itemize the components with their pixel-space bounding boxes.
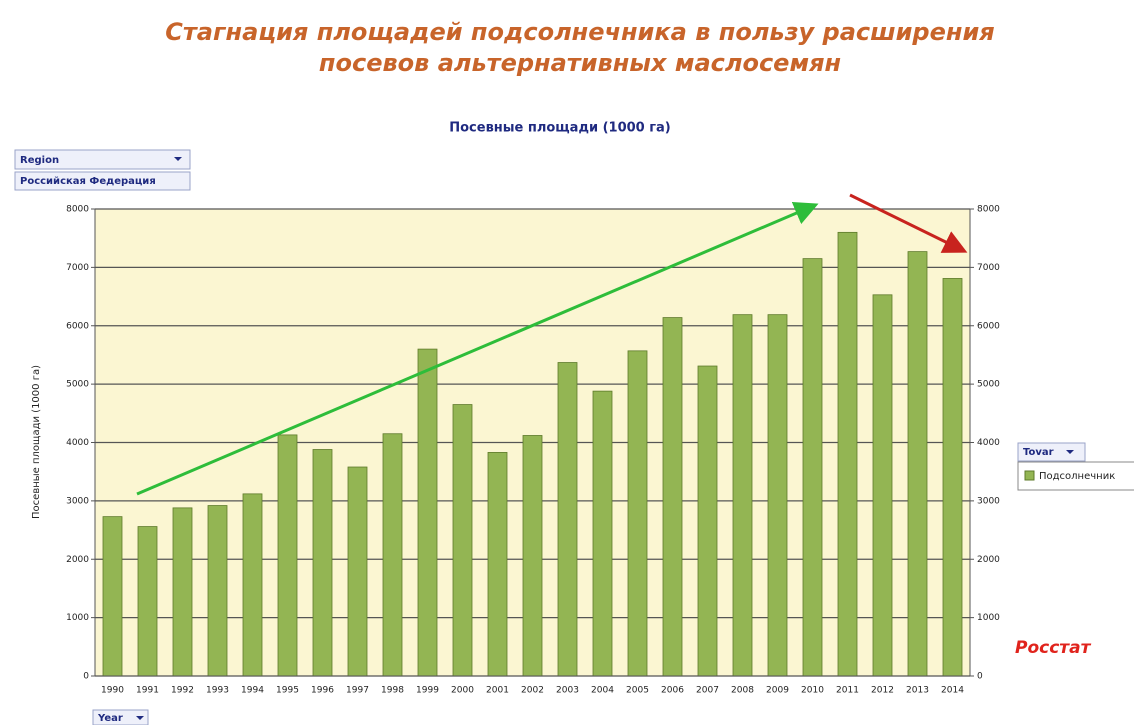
y2-tick-label: 3000 bbox=[977, 496, 1000, 506]
x-tick-label: 1997 bbox=[346, 686, 369, 696]
y2-tick-label: 1000 bbox=[977, 613, 1000, 623]
x-tick-label: 1994 bbox=[241, 686, 264, 696]
y-tick-label: 2000 bbox=[66, 555, 89, 565]
x-tick-label: 1990 bbox=[101, 686, 124, 696]
bar bbox=[873, 295, 892, 676]
y-axis-label: Посевные площади (1000 га) bbox=[31, 365, 42, 519]
filter-value: Российская Федерация bbox=[20, 176, 156, 187]
x-tick-label: 2006 bbox=[661, 686, 684, 696]
filter-label: Year bbox=[97, 713, 123, 724]
bar bbox=[138, 527, 157, 676]
bar bbox=[523, 435, 542, 676]
x-tick-label: 2001 bbox=[486, 686, 509, 696]
slide-title: Стагнация площадей подсолнечника в польз… bbox=[165, 18, 994, 46]
legend-swatch bbox=[1025, 471, 1034, 480]
legend-label: Подсолнечник bbox=[1039, 471, 1115, 482]
bar bbox=[313, 450, 332, 676]
bar bbox=[908, 252, 927, 676]
bar bbox=[173, 508, 192, 676]
y2-tick-label: 6000 bbox=[977, 321, 1000, 331]
bar bbox=[803, 259, 822, 676]
filter-label: Tovar bbox=[1023, 447, 1054, 458]
x-tick-label: 1992 bbox=[171, 686, 194, 696]
slide-title: посевов альтернативных маслосемян bbox=[319, 49, 841, 77]
x-tick-label: 2011 bbox=[836, 686, 859, 696]
y-tick-label: 5000 bbox=[66, 380, 89, 390]
bar bbox=[243, 494, 262, 676]
x-tick-label: 1996 bbox=[311, 686, 334, 696]
y2-tick-label: 4000 bbox=[977, 438, 1000, 448]
bar bbox=[418, 349, 437, 676]
bar bbox=[768, 315, 787, 676]
y2-tick-label: 0 bbox=[977, 672, 983, 682]
y-tick-label: 0 bbox=[83, 672, 89, 682]
x-tick-label: 1995 bbox=[276, 686, 299, 696]
bar bbox=[278, 435, 297, 676]
bar bbox=[208, 506, 227, 676]
bar bbox=[383, 434, 402, 676]
slide: Стагнация площадей подсолнечника в польз… bbox=[0, 0, 1134, 725]
x-tick-label: 2010 bbox=[801, 686, 824, 696]
x-tick-label: 2003 bbox=[556, 686, 579, 696]
y-tick-label: 7000 bbox=[66, 263, 89, 273]
x-tick-label: 2008 bbox=[731, 686, 754, 696]
bar bbox=[943, 278, 962, 676]
x-tick-label: 1998 bbox=[381, 686, 404, 696]
x-tick-label: 2007 bbox=[696, 686, 719, 696]
x-tick-label: 2012 bbox=[871, 686, 894, 696]
x-tick-label: 2005 bbox=[626, 686, 649, 696]
bar bbox=[733, 315, 752, 676]
y2-tick-label: 2000 bbox=[977, 555, 1000, 565]
bar bbox=[348, 467, 367, 676]
bar bbox=[698, 366, 717, 676]
y-tick-label: 3000 bbox=[66, 496, 89, 506]
x-tick-label: 1991 bbox=[136, 686, 159, 696]
bar bbox=[558, 363, 577, 676]
bar bbox=[103, 517, 122, 676]
bar bbox=[593, 391, 612, 676]
x-tick-label: 2014 bbox=[941, 686, 964, 696]
x-tick-label: 1993 bbox=[206, 686, 229, 696]
x-tick-label: 2013 bbox=[906, 686, 929, 696]
bar bbox=[453, 405, 472, 676]
y-tick-label: 8000 bbox=[66, 205, 89, 215]
bar bbox=[628, 351, 647, 676]
x-tick-label: 2004 bbox=[591, 686, 614, 696]
filter-label: Region bbox=[20, 155, 59, 166]
x-tick-label: 2000 bbox=[451, 686, 474, 696]
x-tick-label: 2009 bbox=[766, 686, 789, 696]
source: Росстат bbox=[1015, 638, 1092, 658]
y-tick-label: 4000 bbox=[66, 438, 89, 448]
y2-tick-label: 5000 bbox=[977, 380, 1000, 390]
x-tick-label: 1999 bbox=[416, 686, 439, 696]
bar bbox=[838, 232, 857, 676]
y2-tick-label: 8000 bbox=[977, 205, 1000, 215]
y2-tick-label: 7000 bbox=[977, 263, 1000, 273]
x-tick-label: 2002 bbox=[521, 686, 544, 696]
y-tick-label: 1000 bbox=[66, 613, 89, 623]
y-tick-label: 6000 bbox=[66, 321, 89, 331]
bar bbox=[663, 318, 682, 676]
bar bbox=[488, 452, 507, 676]
chart-title: Посевные площади (1000 га) bbox=[449, 121, 671, 136]
